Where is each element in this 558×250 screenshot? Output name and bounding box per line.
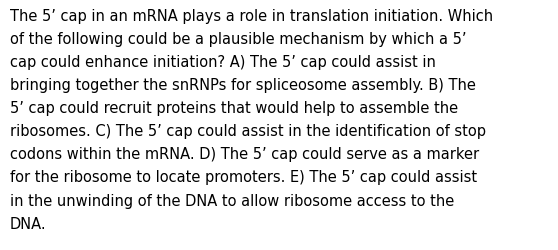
- Text: The 5’ cap in an mRNA plays a role in translation initiation. Which: The 5’ cap in an mRNA plays a role in tr…: [10, 9, 493, 24]
- Text: cap could enhance initiation? A) The 5’ cap could assist in: cap could enhance initiation? A) The 5’ …: [10, 55, 436, 70]
- Text: for the ribosome to locate promoters. E) The 5’ cap could assist: for the ribosome to locate promoters. E)…: [10, 170, 477, 185]
- Text: codons within the mRNA. D) The 5’ cap could serve as a marker: codons within the mRNA. D) The 5’ cap co…: [10, 147, 479, 162]
- Text: of the following could be a plausible mechanism by which a 5’: of the following could be a plausible me…: [10, 32, 466, 47]
- Text: 5’ cap could recruit proteins that would help to assemble the: 5’ cap could recruit proteins that would…: [10, 101, 458, 116]
- Text: ribosomes. C) The 5’ cap could assist in the identification of stop: ribosomes. C) The 5’ cap could assist in…: [10, 124, 486, 139]
- Text: bringing together the snRNPs for spliceosome assembly. B) The: bringing together the snRNPs for spliceo…: [10, 78, 476, 93]
- Text: DNA.: DNA.: [10, 216, 47, 231]
- Text: in the unwinding of the DNA to allow ribosome access to the: in the unwinding of the DNA to allow rib…: [10, 193, 454, 208]
